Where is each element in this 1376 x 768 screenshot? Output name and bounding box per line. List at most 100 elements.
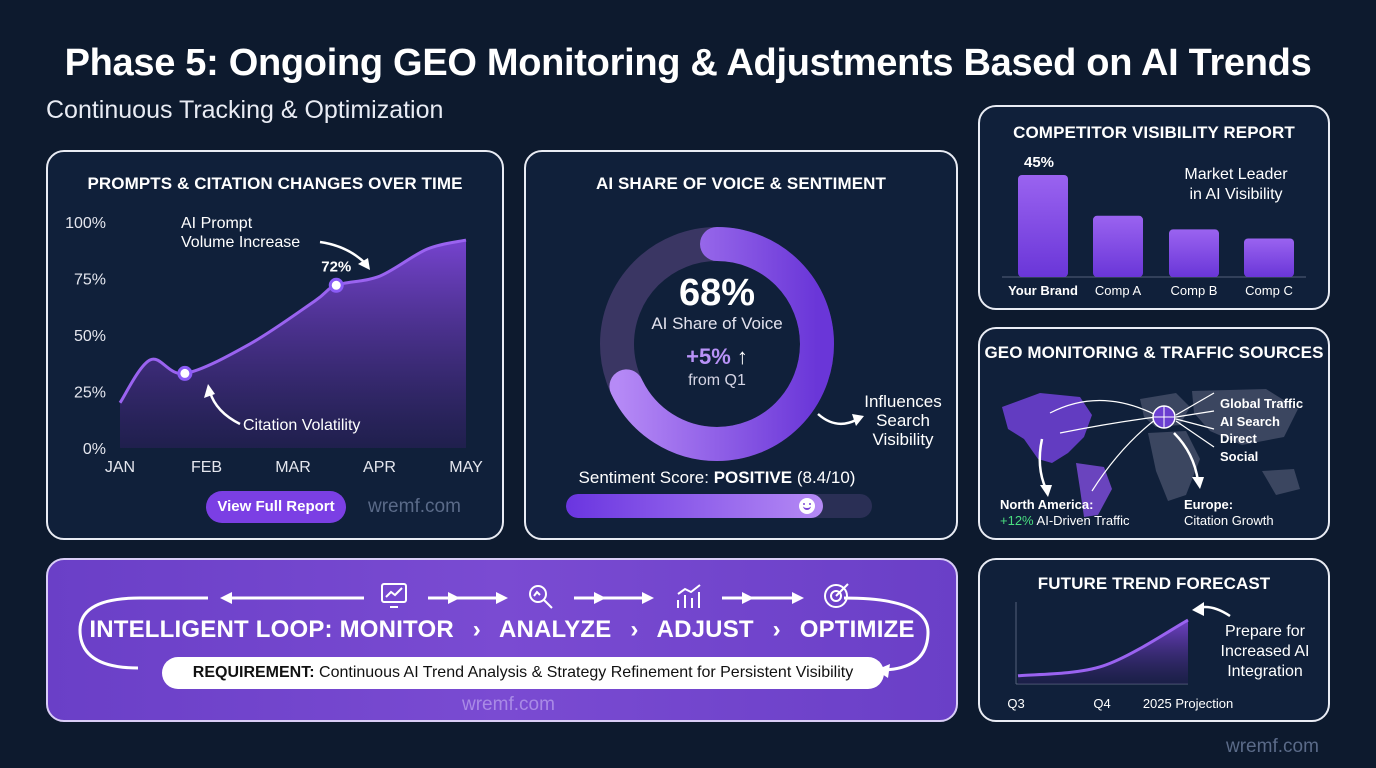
view-full-report-button[interactable]: View Full Report (206, 491, 346, 523)
loop-return-arrow-right (843, 596, 930, 672)
data-point-marker (177, 365, 193, 381)
influences-note-line: Visibility (872, 430, 934, 449)
watermark: wremf.com (1226, 736, 1319, 757)
competitor-category-label: Comp C (1245, 283, 1293, 298)
forecast-x-tick: 2025 Projection (1143, 696, 1233, 711)
competitor-category-label: Comp A (1095, 283, 1142, 298)
loop-arrows (78, 583, 930, 678)
traffic-flow-lines (1049, 392, 1215, 492)
visibility-arrowhead (852, 414, 864, 426)
analyze-icon (529, 585, 553, 609)
intelligent-loop-panel: INTELLIGENT LOOP: MONITOR › ANALYZE › AD… (46, 558, 958, 722)
x-tick-label: APR (363, 459, 396, 476)
influences-note: Influences Search Visibility (848, 392, 958, 449)
competitor-bar (1169, 229, 1219, 277)
prompt-annotation-arrowhead (358, 258, 370, 270)
smile-icon (799, 498, 816, 514)
x-tick-label: MAY (449, 459, 483, 476)
loop-step-monitor: INTELLIGENT LOOP: MONITOR (89, 616, 454, 643)
market-leader-label: in AI Visibility (1189, 186, 1282, 203)
market-leader-label: Market Leader (1184, 166, 1288, 183)
data-point-marker (328, 277, 344, 293)
sov-value: 68% (678, 272, 756, 314)
optimize-icon (824, 583, 849, 608)
adjust-icon (677, 584, 701, 608)
asia-region (1192, 389, 1298, 445)
europe-text: Citation Growth (1184, 513, 1274, 528)
forecast-annotation-line: Integration (1227, 663, 1303, 680)
sentiment-prefix: Sentiment Score: (578, 468, 709, 487)
y-tick-label: 50% (74, 328, 106, 345)
prompt-annotation-line2: Volume Increase (181, 234, 300, 251)
loop-return-arrow-left (78, 596, 208, 670)
traffic-source-item: Direct (1220, 431, 1257, 446)
sov-chart-title: AI SHARE OF VOICE & SENTIMENT (595, 174, 887, 193)
forecast-arrowhead (1192, 602, 1204, 616)
share-of-voice-donut (600, 227, 864, 461)
loop-step-analyze: ANALYZE (498, 616, 612, 643)
traffic-sources-list: Global Traffic AI Search Direct Social (1220, 395, 1303, 465)
forecast-x-tick: Q3 (1007, 696, 1024, 711)
north-america-text: AI-Driven Traffic (1036, 513, 1130, 528)
watermark: wremf.com (462, 694, 555, 715)
forecast-area (1018, 620, 1188, 684)
x-tick-label: JAN (105, 459, 135, 476)
loop-steps: INTELLIGENT LOOP: MONITOR › ANALYZE › AD… (48, 616, 956, 644)
prompt-annotation-line1: AI Prompt (181, 215, 253, 232)
y-tick-label: 75% (74, 272, 106, 289)
share-of-voice-panel: AI SHARE OF VOICE & SENTIMENT 68% AI Sha… (524, 150, 958, 540)
watermark: wremf.com (368, 496, 461, 517)
forecast-x-tick: Q4 (1093, 696, 1110, 711)
sentiment-bar-fill (566, 494, 824, 518)
prompts-chart-title: PROMPTS & CITATION CHANGES OVER TIME (87, 174, 463, 193)
prompts-line (118, 238, 467, 404)
competitor-category-label: Your Brand (1008, 283, 1078, 298)
competitor-category-label: Comp B (1171, 283, 1218, 298)
peak-data-label: 72% (321, 258, 351, 275)
y-tick-label: 100% (65, 215, 106, 232)
forecast-chart-title: FUTURE TREND FORECAST (1037, 574, 1271, 593)
north-america-title: North America: (1000, 497, 1094, 512)
donut-value-arc (600, 227, 834, 461)
australia-region (1262, 469, 1300, 495)
monitor-icon (381, 583, 407, 608)
influences-note-line: Influences (864, 392, 942, 411)
globe-icon-lines (1153, 406, 1175, 428)
requirement-banner: REQUIREMENT: Continuous AI Trend Analysi… (162, 657, 884, 689)
traffic-source-item: AI Search (1220, 413, 1280, 429)
page-title: Phase 5: Ongoing GEO Monitoring & Adjust… (64, 42, 1312, 84)
requirement-label: REQUIREMENT: (192, 664, 315, 681)
y-tick-label: 25% (74, 385, 106, 402)
x-tick-label: FEB (191, 459, 222, 476)
competitor-bar (1244, 238, 1294, 277)
visibility-arrow (817, 413, 857, 426)
sov-change-value: +5% (686, 344, 731, 369)
traffic-source-item: Global Traffic (1220, 396, 1304, 411)
loop-separator: › (772, 616, 781, 643)
citation-volatility-label: Citation Volatility (243, 417, 360, 434)
competitor-bar (1093, 215, 1143, 277)
sentiment-score-line: Sentiment Score: POSITIVE (8.4/10) (526, 468, 908, 488)
competitor-bar (1018, 175, 1068, 277)
page-subtitle: Continuous Tracking & Optimization (46, 96, 444, 124)
forecast-line (1017, 618, 1189, 678)
requirement-text: Continuous AI Trend Analysis & Strategy … (319, 664, 854, 681)
up-arrow-icon: ↑ (736, 344, 748, 369)
forecast-annotation-line: Prepare for (1224, 623, 1306, 640)
influences-note-line: Search (876, 411, 930, 430)
sov-label: AI Share of Voice (651, 314, 783, 333)
volatility-arrowhead (204, 384, 215, 398)
europe-arrow (1173, 432, 1200, 482)
europe-arrowhead (1192, 477, 1204, 489)
future-trend-panel: FUTURE TREND FORECAST Q3 Q4 2025 Projectio… (978, 558, 1330, 722)
sentiment-score: (8.4/10) (796, 468, 856, 487)
sentiment-value: POSITIVE (713, 468, 793, 487)
loop-step-optimize: OPTIMIZE (799, 616, 915, 643)
europe-title: Europe: (1184, 497, 1234, 512)
south-america-region (1076, 463, 1112, 517)
forecast-chart: Q3 Q4 2025 Projection (1007, 602, 1233, 711)
loop-separator: › (630, 616, 639, 643)
sov-change: +5% ↑ (526, 344, 908, 370)
loop-step-adjust: ADJUST (656, 616, 754, 643)
north-america-change: +12% (1000, 513, 1034, 528)
